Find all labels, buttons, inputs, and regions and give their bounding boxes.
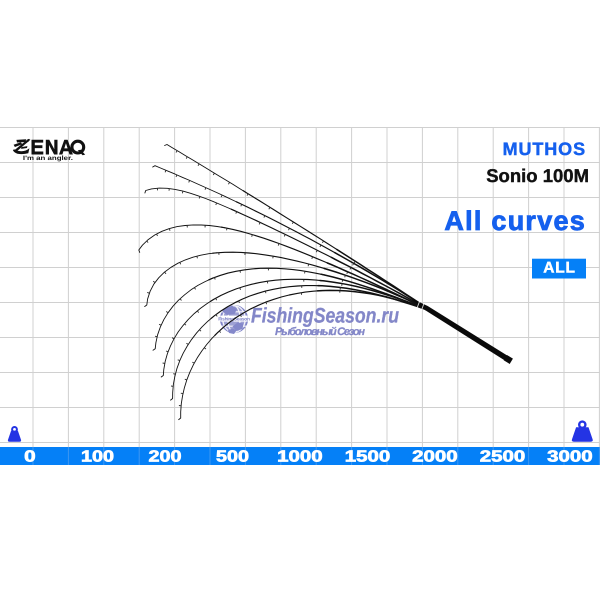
svg-text:MUTHOS: MUTHOS bbox=[503, 139, 586, 159]
svg-text:I'm an angler.: I'm an angler. bbox=[23, 155, 73, 162]
svg-text:3000: 3000 bbox=[547, 449, 593, 466]
svg-text:2500: 2500 bbox=[480, 449, 526, 466]
svg-text:1500: 1500 bbox=[345, 449, 391, 466]
svg-text:1000: 1000 bbox=[277, 449, 323, 466]
svg-text:FishingSeason: FishingSeason bbox=[218, 317, 250, 323]
svg-text:2000: 2000 bbox=[412, 449, 458, 466]
svg-text:FishingSeason.ru: FishingSeason.ru bbox=[251, 305, 399, 328]
svg-text:Рыболовный Сезон: Рыболовный Сезон bbox=[275, 326, 365, 338]
svg-text:All curves: All curves bbox=[444, 206, 586, 236]
svg-text:ALL: ALL bbox=[543, 259, 576, 276]
svg-text:Sonio 100M: Sonio 100M bbox=[486, 165, 589, 186]
svg-text:500: 500 bbox=[216, 449, 249, 466]
svg-text:0: 0 bbox=[24, 449, 36, 466]
svg-text:100: 100 bbox=[81, 449, 114, 466]
svg-text:200: 200 bbox=[149, 449, 182, 466]
